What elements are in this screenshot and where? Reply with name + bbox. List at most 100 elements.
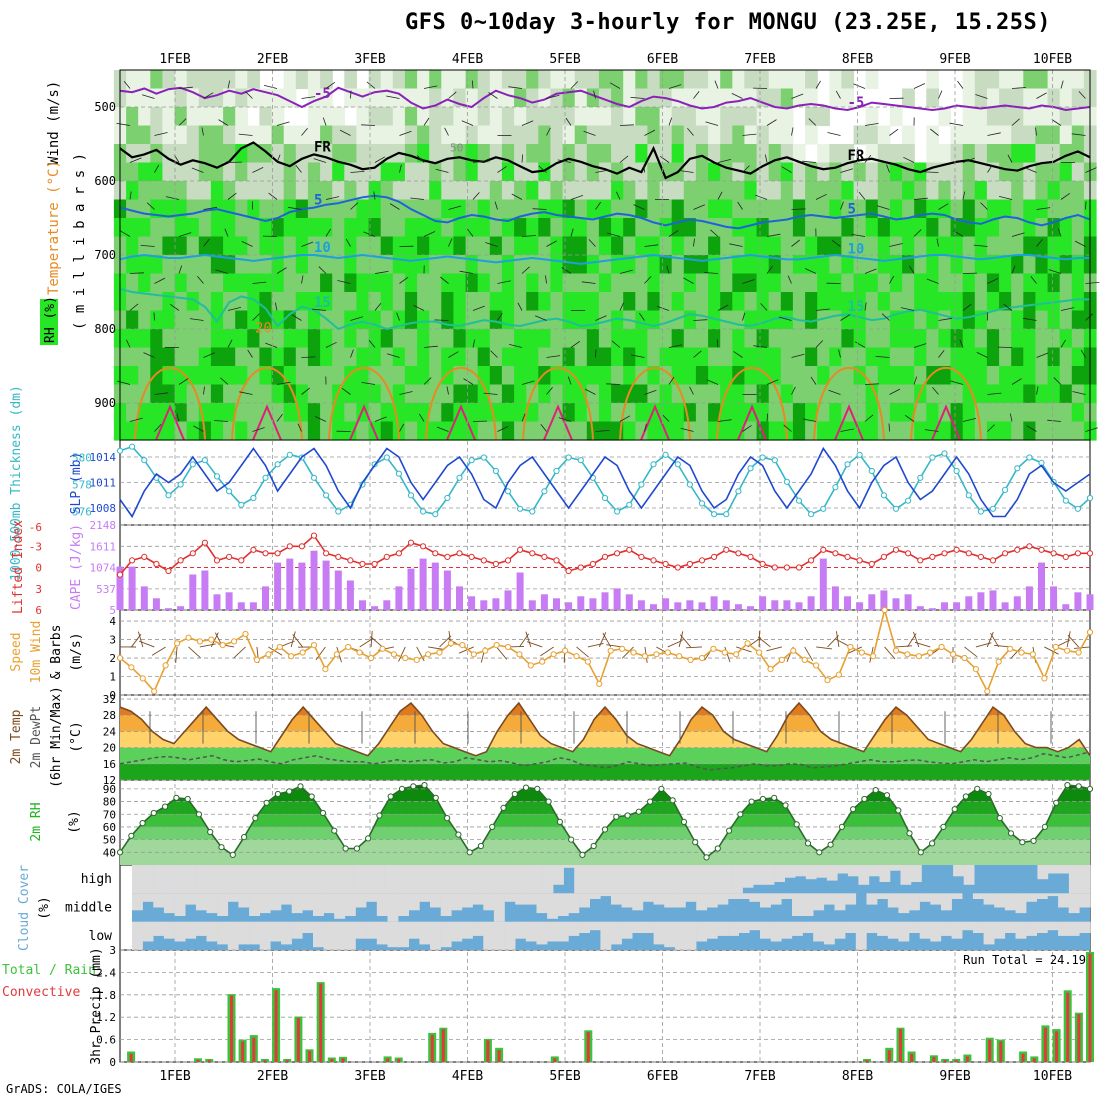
cloud-gap-low: [259, 921, 271, 950]
cloud-gap-middle: [195, 893, 207, 911]
precip-conv-bar: [910, 1053, 914, 1062]
rh-cell: [489, 181, 503, 201]
upper-wind-barb: [1030, 275, 1037, 284]
rh-cell: [429, 162, 442, 182]
rh-cell: [853, 218, 867, 238]
rh-cell: [198, 144, 212, 164]
rh-cell: [465, 125, 479, 145]
rh-cell: [392, 218, 406, 238]
rh-cell: [186, 273, 200, 293]
rh-cell: [307, 310, 321, 330]
precip-conv-bar: [252, 1037, 256, 1062]
rh-cell: [138, 181, 151, 201]
rh-tick-label: 40: [103, 846, 116, 859]
rh-cell: [792, 181, 806, 201]
rh-cell: [392, 107, 406, 127]
rh-cell: [356, 181, 370, 201]
rh-cell: [247, 181, 260, 201]
wind10-barb: [1010, 646, 1022, 660]
rh-cell: [671, 384, 685, 404]
upper-wind-barb: [886, 164, 890, 173]
wind10-line-point: [1075, 649, 1082, 656]
rh-cell: [683, 273, 697, 293]
rh-cell: [708, 144, 721, 164]
wind10-line-point: [858, 649, 865, 656]
rh-cell: [611, 162, 624, 182]
cloud-gap-low: [728, 921, 739, 936]
rh-cell: [538, 366, 551, 386]
thickness-line-point: [116, 447, 124, 454]
precip-conv-bar: [430, 1035, 434, 1062]
cloud-gap-high: [184, 865, 196, 894]
cape-bar: [1013, 596, 1021, 610]
rh-cell: [380, 236, 394, 256]
rh-cell: [332, 403, 345, 423]
rh-cell: [320, 218, 333, 238]
rh-cell: [441, 292, 454, 312]
cloud-gap-high: [374, 865, 385, 894]
rh-cell: [223, 70, 236, 90]
rh2m-line-point: [816, 849, 823, 856]
rh-cell: [962, 162, 976, 182]
rh-cell: [865, 181, 879, 201]
rh-cell: [453, 384, 467, 404]
rh-cell: [950, 273, 964, 293]
rh-cell: [295, 366, 309, 386]
upper-wind-barb: [399, 391, 413, 395]
rh-cell: [550, 88, 564, 108]
rh-cell: [744, 144, 758, 164]
rh-band: [120, 788, 1090, 802]
panel-frame-wind: [119, 609, 1091, 696]
cloud-gap-low: [760, 921, 771, 939]
rh-cell: [138, 292, 151, 312]
rh-cell: [417, 329, 430, 349]
rh-cell: [174, 273, 188, 293]
wind10-line-point: [584, 658, 592, 665]
cape-bar: [140, 586, 148, 610]
upper-wind-barb: [301, 96, 316, 99]
rh-cell: [417, 88, 430, 108]
wind10-line-point: [299, 649, 306, 656]
rh-cell: [380, 292, 394, 312]
rh-cell: [611, 199, 624, 219]
rh-cell: [526, 236, 539, 256]
wind10-unit-label: (m/s): [69, 632, 84, 671]
rh-cell: [756, 107, 770, 127]
rh-cell: [792, 329, 806, 349]
rh-cell: [902, 181, 915, 201]
rh-cell: [404, 125, 418, 145]
rh-cell: [817, 236, 830, 256]
isotherm-label: -5: [848, 95, 865, 111]
upper-wind-barb: [361, 382, 376, 385]
lifted-index-line-point: [310, 532, 318, 539]
upper-wind-barb: [345, 238, 351, 247]
date-label-bottom: 10FEB: [1033, 1069, 1072, 1084]
rh-cell: [695, 403, 709, 423]
rh-cell: [441, 366, 454, 386]
lifted-index-line-point: [1038, 546, 1045, 553]
upper-wind-barb: [1011, 232, 1025, 237]
upper-wind-barb: [644, 389, 657, 395]
rh-cell: [999, 329, 1012, 349]
rh-cell: [162, 384, 176, 404]
rh-cell: [235, 181, 248, 201]
wind10-barb: [766, 646, 782, 652]
upper-wind-barb: [924, 429, 939, 432]
rh-cell: [477, 366, 491, 386]
upper-wind-barb: [787, 275, 792, 284]
rh-cell: [768, 236, 782, 256]
rh-cell: [805, 125, 818, 145]
cloud-level-label: low: [89, 929, 113, 944]
rh-cell: [671, 125, 685, 145]
isotherm-20: [813, 366, 885, 441]
rh2m-line-point: [274, 790, 281, 798]
upper-wind-barb: [399, 423, 405, 432]
upper-wind-barb: [220, 377, 229, 385]
rh-cell: [1011, 70, 1024, 90]
rh-cell: [962, 88, 976, 108]
rh-cell: [805, 70, 818, 90]
rh-cell: [598, 255, 612, 275]
rh-cell: [126, 403, 139, 423]
rh-cell: [210, 421, 224, 441]
